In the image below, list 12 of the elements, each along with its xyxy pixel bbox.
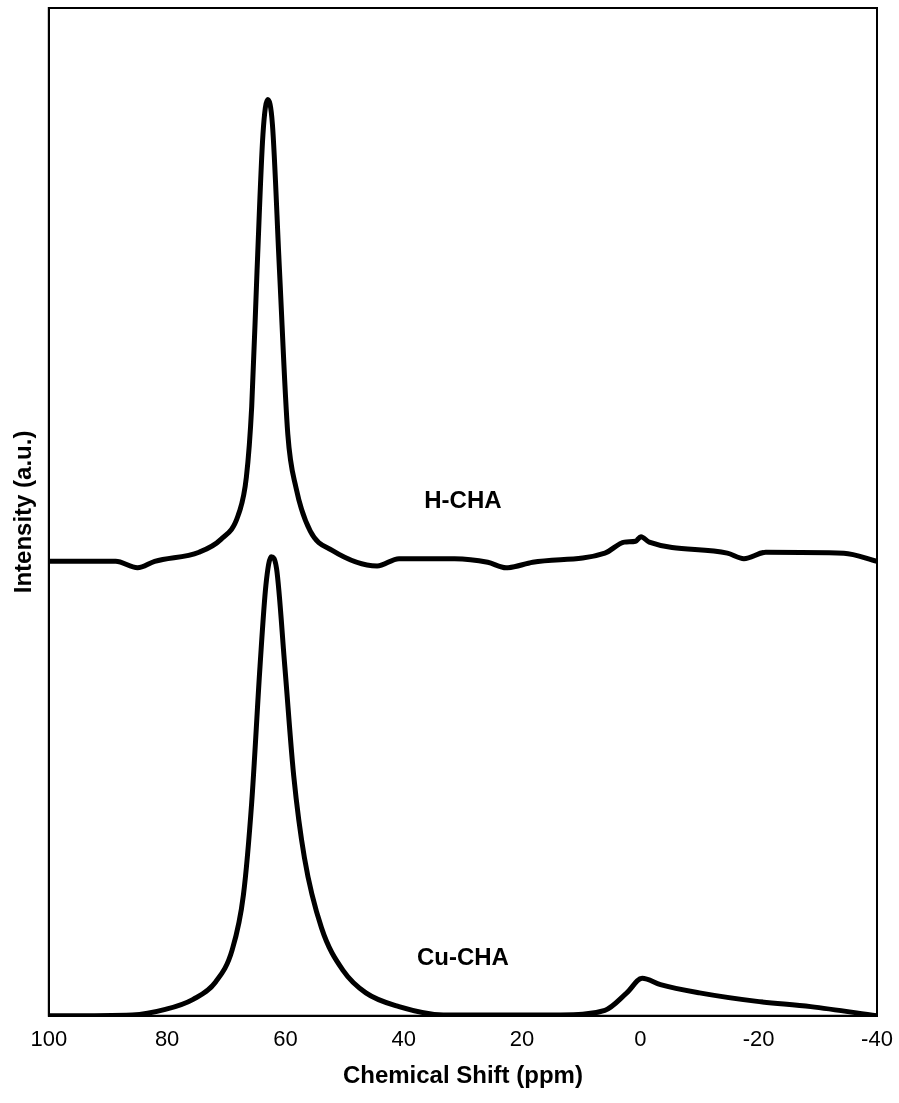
x-tick-label: 100: [30, 1026, 68, 1052]
series-label: H-CHA: [424, 486, 502, 514]
x-tick-label: 60: [273, 1026, 298, 1052]
x-tick-label: 20: [509, 1026, 535, 1052]
y-axis-title: Intensity (a.u.): [9, 430, 37, 594]
x-tick-label: 0: [634, 1026, 647, 1052]
x-tick-label: 40: [391, 1026, 416, 1052]
series-label: Cu-CHA: [416, 942, 509, 970]
x-tick-label: -20: [742, 1026, 775, 1052]
x-tick-label: -40: [861, 1026, 893, 1052]
x-axis-title: Chemical Shift (ppm): [342, 1061, 583, 1089]
x-tick-label: 80: [154, 1026, 180, 1052]
